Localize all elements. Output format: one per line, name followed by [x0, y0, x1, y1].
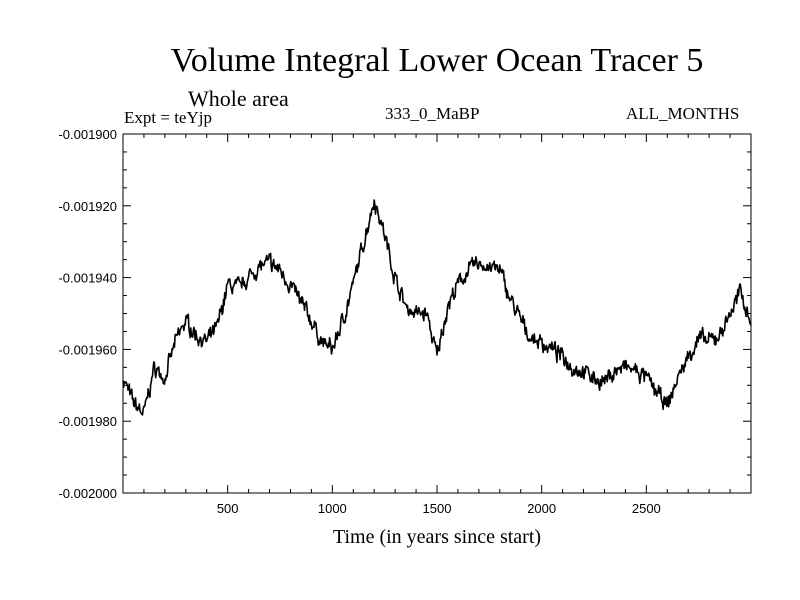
chart-subtitle: Whole area — [188, 86, 289, 111]
x-tick-label: 1000 — [318, 501, 347, 516]
months-label: ALL_MONTHS — [626, 104, 740, 123]
x-tick-label: 500 — [217, 501, 239, 516]
y-tick-label: -0.001940 — [58, 271, 117, 286]
x-tick-label: 1500 — [423, 501, 452, 516]
y-tick-label: -0.001980 — [58, 414, 117, 429]
axis-ticks — [123, 134, 751, 493]
series-line — [122, 199, 752, 416]
plot-frame — [122, 133, 752, 494]
y-tick-label: -0.001960 — [58, 342, 117, 357]
y-tick-label: -0.002000 — [58, 486, 117, 501]
experiment-label: Expt = teYjp — [124, 108, 212, 127]
y-tick-label: -0.001900 — [58, 127, 117, 142]
run-label: 333_0_MaBP — [385, 104, 480, 123]
y-tick-labels: -0.001900 -0.001920 -0.001940 -0.001960 -0.0… — [58, 127, 117, 501]
x-tick-labels: 500 1000 1500 2000 2500 — [217, 501, 661, 516]
chart-title: Volume Integral Lower Ocean Tracer 5 — [170, 42, 704, 79]
x-axis-label: Time (in years since start) — [333, 526, 541, 548]
x-tick-label: 2000 — [527, 501, 556, 516]
y-tick-label: -0.001920 — [58, 199, 117, 214]
x-tick-label: 2500 — [632, 501, 661, 516]
